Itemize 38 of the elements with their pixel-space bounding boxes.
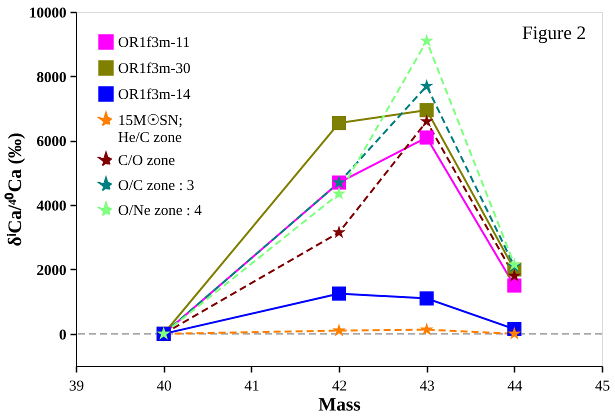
y-tick-label: 4000 [36,198,66,215]
point [332,116,346,130]
y-tick-label: 10000 [29,6,66,22]
point [420,103,434,118]
x-tick-label: 43 [420,378,435,394]
x-tick-label: 42 [332,378,347,394]
y-tick-label: 2000 [36,262,66,279]
legend-label: 15M☉SN; He/C zone [118,113,183,146]
point [420,114,434,128]
point [420,130,434,145]
y-tick-label: 0 [59,327,66,344]
legend-label: C/O zone [118,153,176,169]
point [507,278,522,293]
point [420,291,434,306]
point [332,286,346,301]
legend-label: OR1f3m-14 [118,87,191,103]
x-tick-label: 45 [595,378,610,394]
x-axis-title: Mass [318,394,361,416]
point [420,78,434,92]
y-tick-label: 6000 [36,134,66,150]
point [420,34,434,47]
legend-label: OR1f3m-11 [118,35,190,51]
annotation: Figure 2 [522,23,586,44]
point [332,324,346,336]
point [420,322,434,336]
x-tick-label: 40 [156,378,172,394]
y-axis-title: δⁱCa/⁴⁰Ca (‰) [4,132,26,246]
legend-label: OR1f3m-30 [118,61,190,77]
point [332,186,346,200]
x-tick-label: 41 [244,378,260,394]
point [508,326,522,340]
legend-label: O/C zone : 3 [118,178,194,194]
x-tick-label: 39 [69,378,84,394]
y-tick-label: 8000 [36,70,66,86]
legend-label: O/Ne zone : 4 [118,203,202,219]
point [332,225,346,238]
point [508,268,522,282]
x-tick-label: 44 [507,378,523,394]
